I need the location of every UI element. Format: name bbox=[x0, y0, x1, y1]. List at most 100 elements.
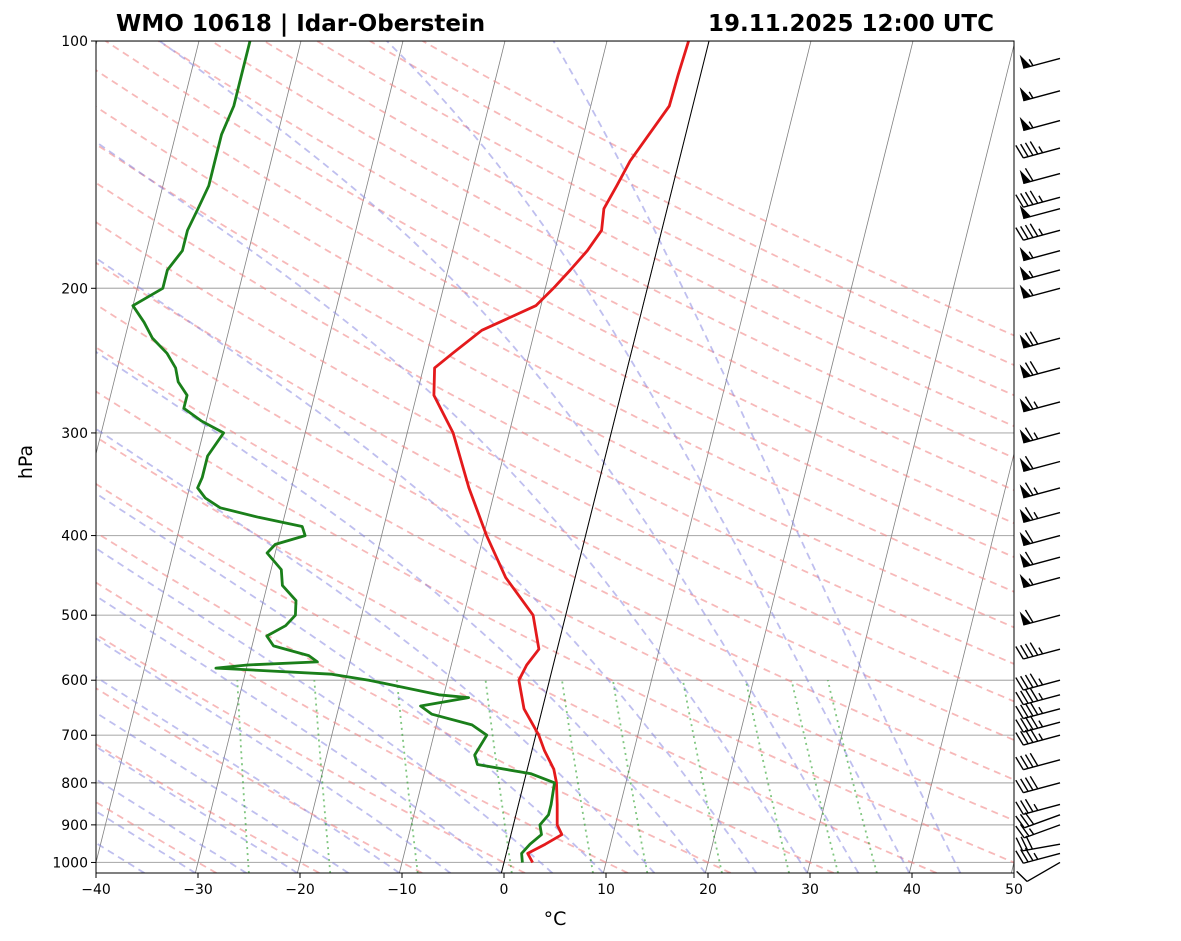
moist-adiabat-line bbox=[159, 41, 860, 873]
wind-barb bbox=[1019, 529, 1061, 547]
moist-adiabat-line bbox=[386, 41, 911, 873]
x-tick-label: 50 bbox=[1005, 882, 1023, 898]
moist-adiabat-line bbox=[96, 745, 298, 873]
dry-adiabat-line bbox=[96, 69, 1014, 559]
dry-adiabat-line bbox=[96, 261, 1014, 741]
wind-barb bbox=[1015, 642, 1061, 660]
isotherm-line bbox=[806, 43, 1014, 873]
moist-adiabat-line bbox=[96, 256, 758, 873]
wind-barb bbox=[1019, 247, 1061, 262]
y-axis-ticks: 1000 900 800 700 600 500 400 300 200 100 bbox=[52, 34, 96, 871]
moist-adiabat-line bbox=[96, 778, 247, 873]
wind-barb bbox=[1016, 861, 1061, 883]
wind-barb bbox=[1015, 798, 1061, 815]
wind-barb bbox=[1015, 687, 1061, 706]
dry-adiabat-line bbox=[96, 633, 526, 873]
x-axis-ticks: −40 −30 −20 −10 0 10 20 30 40 50 bbox=[81, 873, 1023, 898]
dry-adiabat-line bbox=[96, 687, 423, 873]
wind-barb bbox=[1015, 141, 1061, 159]
wind-barbs bbox=[1015, 54, 1061, 883]
y-tick-label: 200 bbox=[61, 281, 88, 297]
mixing-ratio-line bbox=[396, 680, 419, 873]
wind-barb bbox=[1019, 87, 1061, 102]
moist-adiabat-line bbox=[96, 350, 707, 873]
wind-barb bbox=[1019, 609, 1061, 626]
plot-frame bbox=[95, 40, 1015, 874]
wind-barb bbox=[1015, 728, 1061, 746]
mixing-ratio-line bbox=[790, 680, 839, 873]
wind-barb bbox=[1015, 812, 1061, 829]
isotherm-line bbox=[602, 41, 812, 873]
wind-barb bbox=[1019, 360, 1061, 379]
zero-isotherm bbox=[500, 41, 710, 873]
y-tick-label: 300 bbox=[61, 426, 88, 442]
mixing-ratio-line bbox=[744, 680, 790, 873]
wind-barb bbox=[1019, 266, 1061, 281]
moist-adiabat-line bbox=[96, 637, 451, 873]
wind-barb bbox=[1015, 715, 1061, 733]
wind-barb bbox=[1019, 396, 1061, 413]
wind-barb bbox=[1019, 427, 1061, 444]
moist-adiabat-line bbox=[96, 492, 605, 873]
isotherm-line bbox=[96, 41, 302, 865]
wind-barb bbox=[1019, 284, 1061, 299]
isotherm-line bbox=[296, 41, 506, 873]
x-tick-label: 10 bbox=[597, 882, 615, 898]
wind-barb bbox=[1019, 573, 1061, 589]
y-tick-label: 700 bbox=[61, 728, 88, 744]
wind-barb bbox=[1015, 701, 1061, 720]
dry-adiabat-line bbox=[96, 581, 629, 873]
x-tick-label: 40 bbox=[903, 882, 921, 898]
y-tick-label: 800 bbox=[61, 776, 88, 792]
y-tick-label: 900 bbox=[61, 818, 88, 834]
sounding-profiles bbox=[131, 41, 690, 864]
moist-adiabat-lines bbox=[96, 41, 962, 873]
wind-barb bbox=[1019, 204, 1061, 220]
moist-adiabat-line bbox=[96, 810, 196, 873]
wind-barb bbox=[1019, 54, 1061, 69]
chart-title-station: WMO 10618 | Idar-Oberstein bbox=[116, 11, 485, 37]
temperature-profile-line bbox=[432, 41, 690, 864]
isotherm-line bbox=[704, 41, 914, 873]
dry-adiabat-line bbox=[96, 390, 1014, 864]
wind-barb bbox=[1019, 455, 1061, 473]
y-tick-label: 400 bbox=[61, 529, 88, 545]
x-tick-label: 0 bbox=[500, 882, 509, 898]
x-axis-label: °C bbox=[544, 908, 567, 930]
x-tick-label: −20 bbox=[285, 882, 315, 898]
dewpoint-profile-line bbox=[131, 41, 556, 863]
x-tick-label: −10 bbox=[387, 882, 417, 898]
mixing-ratio-line bbox=[561, 680, 594, 873]
mixing-ratio-line bbox=[826, 679, 878, 873]
wind-barb bbox=[1015, 775, 1061, 794]
dry-adiabat-line bbox=[96, 181, 1014, 665]
y-tick-label: 100 bbox=[61, 34, 88, 50]
wind-barb bbox=[1019, 551, 1061, 568]
x-tick-label: −40 bbox=[81, 882, 111, 898]
isotherm-line bbox=[96, 41, 200, 456]
wind-barb bbox=[1015, 223, 1061, 241]
moist-adiabat-line bbox=[96, 547, 553, 873]
wind-barb bbox=[1019, 167, 1061, 185]
dry-adiabat-line bbox=[96, 346, 1014, 822]
wind-barb bbox=[1015, 847, 1061, 864]
y-tick-label: 1000 bbox=[52, 855, 88, 871]
moist-adiabat-line bbox=[552, 41, 962, 873]
x-tick-label: 20 bbox=[699, 882, 717, 898]
dry-adiabat-line bbox=[96, 531, 732, 873]
isotherm-line bbox=[398, 41, 608, 873]
y-tick-label: 600 bbox=[61, 673, 88, 689]
isotherm-line bbox=[194, 41, 404, 873]
dry-adiabat-line bbox=[96, 221, 1014, 703]
moist-adiabat-line bbox=[96, 427, 656, 873]
wind-barb bbox=[1015, 673, 1061, 691]
mixing-ratio-line bbox=[682, 680, 723, 873]
dry-adiabat-line bbox=[96, 143, 1014, 629]
moist-adiabat-line bbox=[96, 595, 502, 873]
dry-adiabat-line bbox=[96, 435, 937, 873]
mixing-ratio-line bbox=[313, 680, 332, 873]
wind-barb bbox=[1019, 331, 1061, 349]
moist-adiabat-line bbox=[96, 140, 809, 873]
mixing-ratio-line bbox=[236, 680, 250, 873]
